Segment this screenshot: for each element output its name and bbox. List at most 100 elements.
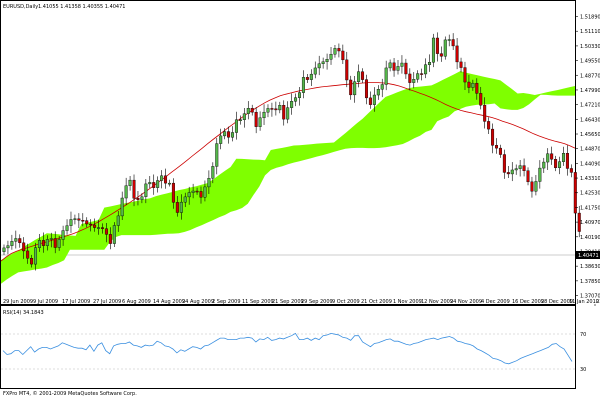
candle-body-bull	[447, 39, 451, 41]
price-tick-label: 1.47210	[580, 103, 600, 109]
price-tick-label: 1.51890	[580, 15, 600, 21]
candle-body-bull	[431, 37, 435, 63]
candle-body-bull	[207, 178, 211, 188]
date-tick-label: 28 Dec 2009	[541, 299, 573, 305]
candle-body-bull	[317, 63, 321, 69]
candle-body-bull	[160, 175, 164, 181]
candle-body-bull	[471, 82, 475, 88]
candle-body-bull	[301, 77, 305, 93]
candle-body-bear	[463, 67, 467, 83]
candle-body-bull	[203, 186, 207, 198]
candle-body-bull	[388, 62, 392, 69]
candle-body-bull	[112, 225, 116, 244]
candle-body-bear	[502, 154, 506, 173]
date-tick-label: 21 Oct 2009	[361, 299, 392, 305]
candle-body-bear	[530, 181, 534, 192]
candle-body-bull	[538, 167, 542, 182]
candle-body-bull	[73, 218, 77, 220]
current-price-tag-label: 1.40471	[578, 253, 599, 259]
price-tick-label: 1.48770	[580, 73, 600, 79]
candle-body-bull	[546, 153, 550, 163]
candle-body-bear	[337, 48, 341, 52]
candle-body-bull	[353, 81, 357, 96]
date-tick-label: 1 Nov 2009	[393, 299, 422, 305]
candle-body-bull	[294, 97, 298, 102]
date-tick-label: 29 Jun 2009	[3, 299, 33, 305]
candle-body-bull	[262, 111, 266, 119]
candle-body-bear	[81, 220, 85, 222]
candle-body-bear	[175, 202, 179, 213]
candle-body-bear	[498, 147, 502, 155]
candle-body-bull	[321, 61, 325, 64]
candle-body-bull	[384, 67, 388, 85]
candle-body-bear	[108, 234, 112, 244]
candle-body-bull	[443, 39, 447, 57]
candle-body-bull	[510, 169, 514, 175]
candle-body-bull	[266, 108, 270, 113]
rsi-group	[2, 332, 573, 365]
candle-body-bull	[246, 108, 250, 114]
price-tick-label: 1.43310	[580, 176, 600, 182]
candle-body-bear	[195, 190, 199, 193]
date-tick-label: 9 Jul 2009	[33, 299, 58, 305]
candle-body-bear	[475, 82, 479, 94]
price-tick-label: 1.40970	[580, 220, 600, 226]
date-tick-label: 11 Jan 2010	[569, 299, 599, 305]
candle-body-bull	[6, 245, 10, 249]
candle-body-bull	[37, 240, 41, 248]
candle-body-bear	[361, 71, 365, 80]
date-tick-label: 16 Dec 2009	[512, 299, 544, 305]
price-tick-label: 1.49550	[580, 59, 600, 65]
date-tick-label: 4 Dec 2009	[481, 299, 510, 305]
candle-body-bear	[550, 153, 554, 160]
candle-body-bull	[140, 196, 144, 200]
candle-body-bull	[167, 182, 171, 185]
candle-body-bear	[254, 111, 258, 127]
candle-body-bear	[26, 250, 30, 259]
candle-body-bear	[565, 153, 569, 169]
candle-body-bull	[144, 183, 148, 197]
candle-body-bull	[215, 143, 219, 167]
candle-body-bear	[408, 73, 412, 83]
price-tick-label: 1.40190	[580, 235, 600, 241]
candle-body-bear	[569, 168, 573, 173]
ichimoku-cloud-group	[1, 71, 575, 284]
price-tick-label: 1.47990	[580, 88, 600, 94]
candle-body-bear	[199, 191, 203, 198]
candle-body-bull	[69, 219, 73, 226]
candle-body-bull	[542, 161, 546, 169]
candle-body-bull	[286, 107, 290, 120]
candle-body-bull	[61, 230, 65, 240]
candle-body-bull	[97, 227, 101, 229]
candle-body-bull	[191, 190, 195, 193]
candle-body-bull	[179, 201, 183, 213]
candle-body-bull	[238, 119, 242, 121]
candle-body-bull	[223, 131, 227, 137]
candle-body-bear	[274, 108, 278, 111]
candle-body-bear	[487, 121, 491, 130]
rsi-axis-label-30: 30	[580, 367, 586, 373]
candle-body-bear	[451, 39, 455, 47]
candle-body-bull	[396, 66, 400, 71]
candle-body-bull	[183, 196, 187, 203]
date-tick-label: 9 Oct 2009	[332, 299, 360, 305]
candle-body-bull	[2, 247, 6, 252]
candle-body-bull	[313, 67, 317, 75]
candle-body-bull	[49, 238, 53, 240]
candle-body-bear	[368, 97, 372, 105]
candle-body-bear	[250, 108, 254, 113]
moving-average-group	[0, 82, 576, 262]
candle-body-bear	[349, 79, 353, 96]
candle-body-bear	[100, 227, 104, 229]
candle-body-bear	[305, 77, 309, 80]
candle-body-bull	[357, 71, 361, 82]
candle-body-bull	[400, 62, 404, 67]
price-tick-label: 1.37070	[580, 294, 600, 300]
candle-body-bear	[282, 105, 286, 120]
candle-body-bear	[467, 81, 471, 88]
price-tick-label: 1.37850	[580, 279, 600, 285]
price-tick-label: 1.46430	[580, 117, 600, 123]
chart-ohlc: 1.41055 1.41358 1.40355 1.40471	[38, 4, 125, 10]
candle-body-bull	[333, 48, 337, 55]
rsi-line	[2, 332, 573, 365]
